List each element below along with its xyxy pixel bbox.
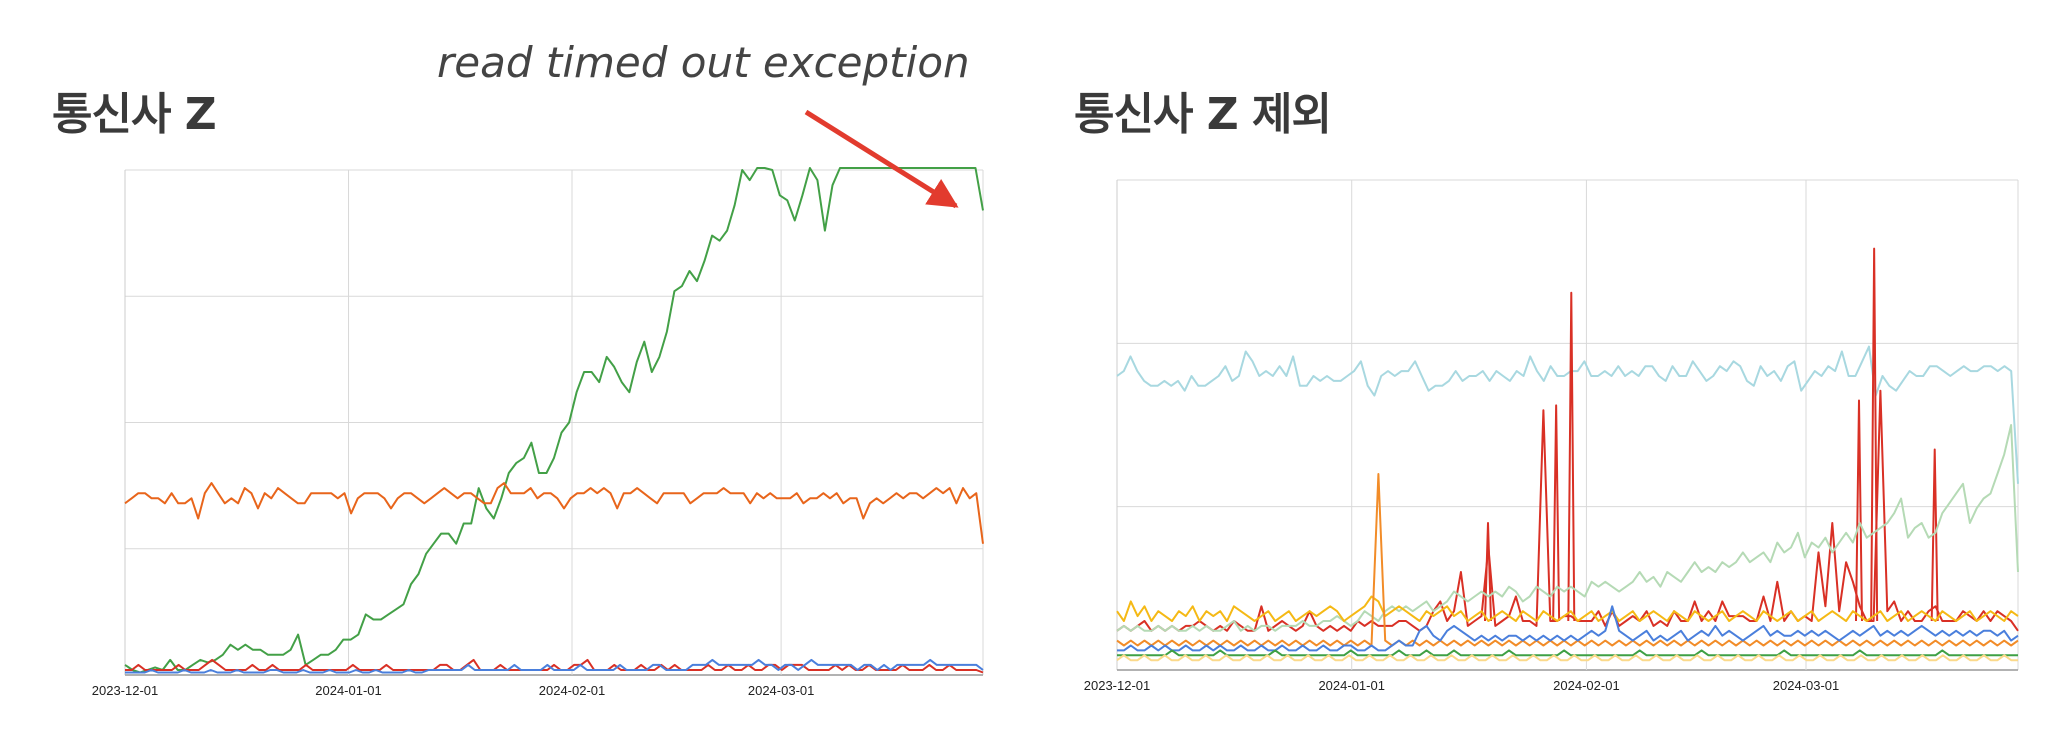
spike-mark [1856,401,1862,622]
x-tick-label: 2024-03-01 [1773,678,1840,693]
series-line-green [125,168,983,673]
series-line-red [1117,391,2018,631]
chart-left: 2023-12-01 2024-01-01 2024-02-01 2024-03-01 [92,168,983,698]
x-tick-label: 2023-12-01 [92,683,159,698]
x-tick-label: 2024-02-01 [1553,678,1620,693]
x-tick-label: 2024-01-01 [315,683,382,698]
x-tick-label: 2024-02-01 [539,683,606,698]
annotation-arrow [806,112,956,206]
spike-mark [1568,293,1574,621]
spike-mark [1871,249,1877,621]
series-line-orange [125,483,983,544]
chart-right: 2023-12-01 2024-01-01 2024-02-01 2024-03-01 [1084,180,2018,693]
x-tick-label: 2024-01-01 [1318,678,1385,693]
x-tick-label: 2023-12-01 [1084,678,1151,693]
spike-mark [1485,523,1491,621]
x-tick-label: 2024-03-01 [748,683,815,698]
